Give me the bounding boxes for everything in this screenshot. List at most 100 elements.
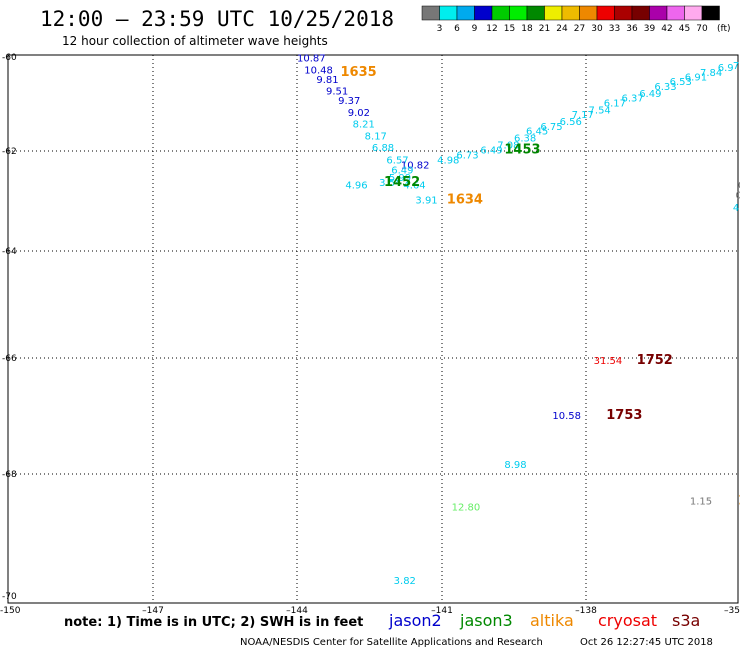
chart-title: 12:00 – 23:59 UTC 10/25/2018	[40, 7, 394, 31]
swh-value-label: 10.48	[304, 65, 333, 76]
swh-value-label: 1.15	[690, 497, 712, 508]
swh-value-label: 7.08	[497, 141, 519, 152]
pass-time-label: 1634	[447, 193, 483, 208]
swh-value-label: 6.33	[654, 82, 676, 93]
x-axis-ticks: -150 –147 –144 –141 –138 –35	[0, 606, 740, 616]
colorbar: 3 6 9 12 15 18 21 24 27 30 33 36 39 42 45 70	[421, 5, 720, 34]
swh-value-label: 7.8	[733, 61, 740, 72]
swh-value-label: 4.85	[733, 203, 740, 214]
legend-cryosat: cryosat	[598, 611, 657, 630]
swh-value-label: 7.17	[572, 110, 594, 121]
swh-value-label: 6.91	[685, 73, 707, 84]
colorbar-swatch	[596, 5, 615, 21]
colorbar-label: 12	[486, 24, 497, 34]
swh-value-label: 8.17	[365, 131, 387, 142]
swh-value-label: 10.58	[552, 411, 581, 422]
swh-value-label: 6.38	[514, 134, 536, 145]
colorbar-label: 42	[661, 24, 672, 34]
colorbar-swatch	[526, 5, 545, 21]
colorbar-label: 39	[644, 24, 656, 34]
swh-value-label: 8.98	[504, 460, 526, 471]
colorbar-swatch	[579, 5, 598, 21]
colorbar-swatch	[456, 5, 475, 21]
swh-value-label: 3.54	[379, 178, 401, 189]
swh-value-label: 31.54	[594, 356, 623, 367]
swh-value-label: 10.87	[297, 54, 326, 65]
legend-altika: altika	[530, 611, 574, 630]
y-tick-label: -60	[2, 53, 17, 63]
swh-value-label: 4.98	[437, 156, 459, 167]
colorbar-swatch	[666, 5, 685, 21]
colorbar-label: 27	[574, 24, 585, 34]
x-tick-label: –138	[575, 606, 597, 616]
swh-value-label: 3.82	[394, 576, 416, 587]
y-tick-label: -62	[2, 147, 17, 157]
swh-value-label: 9.51	[326, 87, 348, 98]
colorbar-label: 36	[626, 24, 638, 34]
colorbar-swatch	[491, 5, 510, 21]
colorbar-label: 33	[609, 24, 620, 34]
colorbar-label: 6	[454, 24, 460, 34]
pass-time-label: 1453	[504, 143, 540, 158]
legend-s3a: s3a	[672, 611, 700, 630]
colorbar-label: 24	[556, 24, 568, 34]
y-tick-label: -68	[2, 470, 17, 480]
x-tick-label: –141	[431, 606, 453, 616]
colorbar-swatch	[701, 5, 720, 21]
footer-note: note: 1) Time is in UTC; 2) SWH is in fe…	[64, 615, 363, 630]
x-tick-label: –147	[142, 606, 164, 616]
colorbar-unit: (ft)	[717, 24, 731, 34]
colorbar-swatch	[561, 5, 580, 21]
swh-value-label: 7.54	[589, 105, 611, 116]
y-tick-label: -64	[2, 247, 17, 257]
colorbar-label: 30	[591, 24, 603, 34]
colorbar-label: 18	[521, 24, 533, 34]
satellite-legend: jason2 jason3 altika cryosat s3a	[388, 611, 700, 630]
x-tick-label: -150	[0, 606, 21, 616]
swh-value-label: 9.02	[348, 108, 370, 119]
pass-time-label: 1632	[738, 494, 740, 509]
pass-time-label: 1752	[637, 353, 673, 368]
swh-value-label: 6.37	[621, 94, 643, 105]
colorbar-swatch	[509, 5, 528, 21]
swh-value-label: 4.96	[345, 181, 367, 192]
swh-value-label: 6.49	[480, 146, 502, 157]
y-tick-label: -66	[2, 354, 17, 364]
swh-value-label: 4.64	[403, 181, 425, 192]
y-axis-ticks: -60 -62 -64 -66 -68 -70	[2, 53, 17, 602]
colorbar-label: 9	[472, 24, 478, 34]
footer-timestamp: Oct 26 12:27:45 UTC 2018	[580, 637, 713, 648]
pass-time-label: 1753	[606, 408, 642, 423]
colorbar-swatch	[544, 5, 563, 21]
swh-value-label: 10.82	[401, 161, 430, 172]
swh-value-label: 6.75	[540, 122, 562, 133]
legend-jason2: jason2	[388, 611, 442, 630]
colorbar-label: 70	[696, 24, 708, 34]
swh-value-label: 6.57	[386, 156, 408, 167]
y-tick-label: -70	[2, 592, 17, 602]
colorbar-swatch	[614, 5, 633, 21]
legend-jason3: jason3	[459, 611, 513, 630]
colorbar-label: 3	[437, 24, 443, 34]
colorbar-label: 45	[679, 24, 690, 34]
chart-subtitle: 12 hour collection of altimeter wave hei…	[62, 34, 328, 48]
swh-value-label: 6.88	[372, 143, 394, 154]
colorbar-swatch	[474, 5, 493, 21]
swh-value-label: 6.56	[560, 117, 582, 128]
swh-value-label: 9.81	[316, 75, 338, 86]
colorbar-swatch	[631, 5, 650, 21]
swh-value-label: 6.45	[526, 127, 548, 138]
swh-value-label: 6.17	[604, 98, 626, 109]
x-tick-label: –144	[286, 606, 308, 616]
pass-labels: 1635 1453 1452 1634 1752 1753 1632	[341, 65, 740, 509]
swh-value-label: 6.53	[670, 77, 692, 88]
swh-value-label: 0.5	[735, 191, 740, 202]
swh-value-label: 3.91	[415, 196, 437, 207]
colorbar-swatch	[684, 5, 703, 21]
swh-value-label: 7.84	[700, 68, 722, 79]
swh-value-label: 0	[738, 181, 740, 192]
pass-time-label: 1635	[341, 65, 377, 80]
grid-lines	[8, 55, 738, 603]
